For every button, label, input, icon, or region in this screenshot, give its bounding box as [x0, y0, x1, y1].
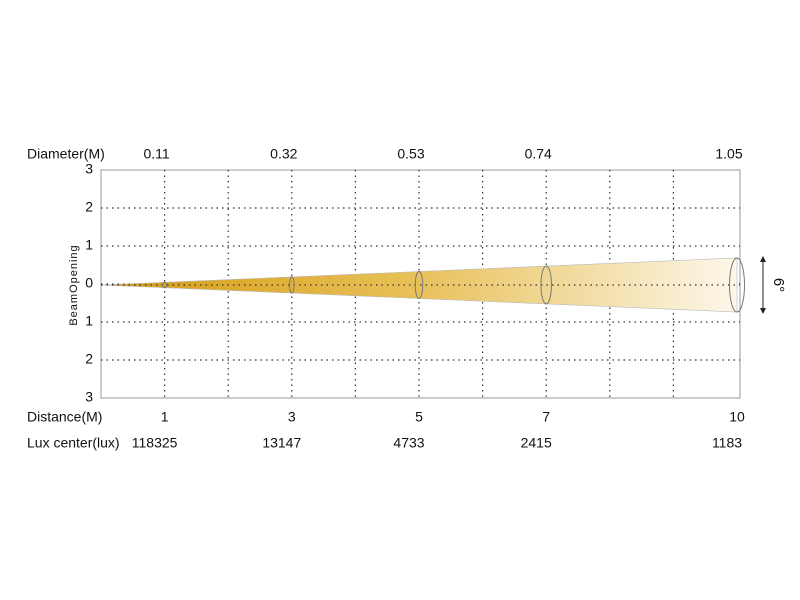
diameter-value: 0.74	[525, 146, 552, 162]
y-tick-label: 2	[85, 351, 93, 367]
diameter-value: 1.05	[715, 146, 742, 162]
beam-section	[540, 265, 552, 305]
distance-value: 7	[542, 409, 550, 425]
lux-value: 2415	[521, 435, 552, 451]
y-tick-label: 1	[85, 313, 93, 329]
y-tick-label: 3	[85, 389, 93, 405]
y-tick-label: 2	[85, 199, 93, 215]
distance-value: 3	[288, 409, 296, 425]
lux-value: 4733	[393, 435, 424, 451]
distance-value: 10	[729, 409, 745, 425]
distance-value: 5	[415, 409, 423, 425]
beam-section	[289, 276, 295, 294]
beam-sections	[162, 257, 745, 313]
lux-value: 1183	[712, 435, 742, 451]
diameter-value: 0.11	[143, 146, 169, 162]
distance-value: 1	[161, 409, 169, 425]
beam-cone	[100, 257, 738, 313]
y-tick-label: 0	[85, 275, 93, 291]
lux-value: 118325	[132, 435, 178, 451]
beam-section	[729, 257, 745, 313]
distance-label: Distance(M)	[27, 409, 102, 425]
y-axis-title: BeamOpening	[68, 244, 80, 325]
lux-value: 13147	[262, 435, 301, 451]
y-tick-label: 1	[85, 237, 93, 253]
diameter-value: 0.53	[397, 146, 424, 162]
beam-angle: 6°	[770, 278, 787, 292]
lux-label: Lux center(lux)	[27, 435, 120, 451]
beam-section	[162, 281, 168, 289]
diameter-value: 0.32	[270, 146, 297, 162]
y-tick-label: 3	[85, 161, 93, 177]
diameter-label: Diameter(M)	[27, 146, 105, 162]
beam-section	[414, 271, 424, 299]
